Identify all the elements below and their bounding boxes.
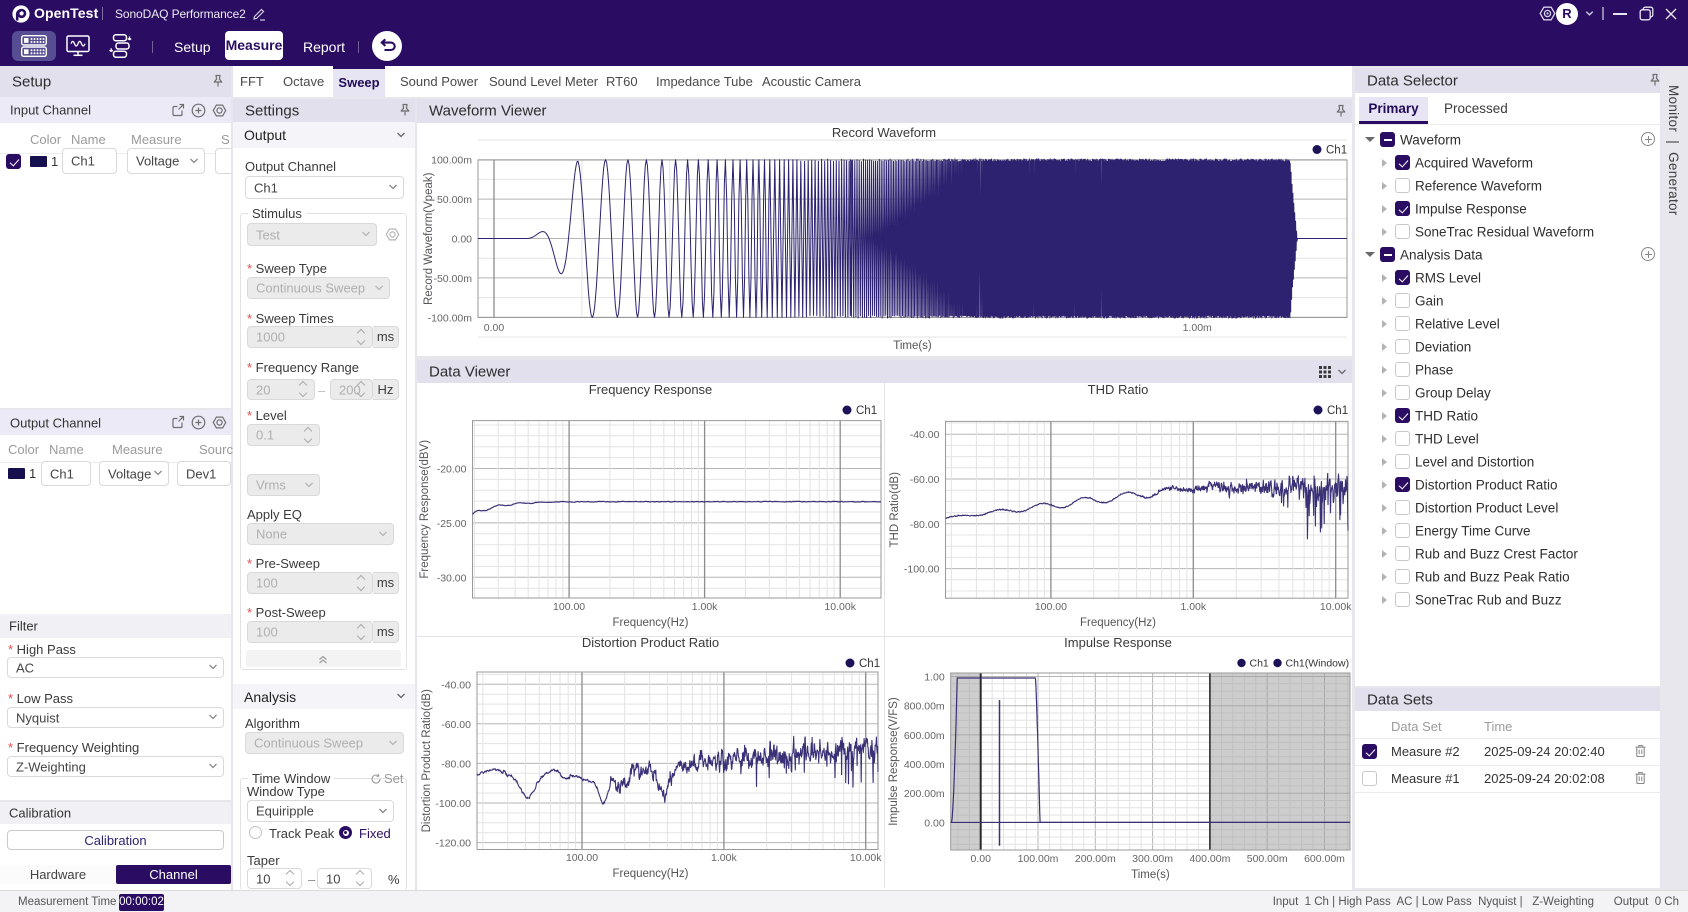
svg-text:-100.00m: -100.00m: [428, 312, 473, 324]
svg-text:Impulse Response: Impulse Response: [1064, 636, 1172, 650]
svg-text:0.00: 0.00: [484, 322, 505, 334]
svg-text:0.00: 0.00: [924, 817, 945, 829]
svg-text:-60.00: -60.00: [441, 719, 471, 731]
svg-text:-40.00: -40.00: [441, 679, 471, 691]
svg-text:10.00k: 10.00k: [824, 601, 856, 613]
svg-text:Frequency Response(dBV): Frequency Response(dBV): [419, 440, 431, 579]
svg-text:0.00: 0.00: [970, 853, 991, 865]
svg-text:1.00: 1.00: [924, 672, 945, 684]
svg-text:Ch1: Ch1: [856, 405, 877, 417]
svg-text:200.00m: 200.00m: [1075, 853, 1116, 865]
svg-text:Time(s): Time(s): [893, 340, 932, 352]
svg-text:50.00m: 50.00m: [437, 194, 472, 206]
svg-text:Ch1: Ch1: [1327, 405, 1348, 417]
svg-text:100.00m: 100.00m: [431, 155, 472, 167]
svg-text:-100.00: -100.00: [435, 798, 471, 810]
svg-text:400.00m: 400.00m: [1189, 853, 1230, 865]
svg-text:-100.00: -100.00: [904, 564, 940, 576]
svg-text:Distortion Product Ratio(dB): Distortion Product Ratio(dB): [421, 689, 433, 832]
svg-text:10.00k: 10.00k: [1320, 601, 1352, 613]
svg-text:Ch1: Ch1: [1250, 658, 1269, 670]
svg-text:Frequency(Hz): Frequency(Hz): [612, 868, 688, 880]
svg-text:100.00: 100.00: [553, 601, 585, 613]
svg-text:-80.00: -80.00: [910, 519, 940, 531]
svg-text:Frequency(Hz): Frequency(Hz): [1080, 617, 1156, 629]
svg-text:10.00k: 10.00k: [850, 852, 882, 864]
svg-text:500.00m: 500.00m: [1247, 853, 1288, 865]
svg-text:Record Waveform: Record Waveform: [832, 125, 936, 140]
svg-text:100.00: 100.00: [1035, 601, 1067, 613]
svg-text:-120.00: -120.00: [435, 838, 471, 850]
svg-text:-50.00m: -50.00m: [433, 273, 472, 285]
svg-text:-20.00: -20.00: [437, 464, 467, 476]
svg-text:1.00k: 1.00k: [1180, 601, 1206, 613]
svg-text:THD Ratio: THD Ratio: [1088, 383, 1149, 397]
svg-text:Time(s): Time(s): [1131, 869, 1170, 881]
svg-text:-25.00: -25.00: [437, 518, 467, 530]
svg-text:0.00: 0.00: [452, 234, 473, 246]
svg-text:800.00m: 800.00m: [904, 701, 945, 713]
svg-text:600.00m: 600.00m: [904, 730, 945, 742]
svg-text:Impulse Response(V/FS): Impulse Response(V/FS): [888, 697, 900, 826]
svg-text:Ch1: Ch1: [859, 658, 880, 670]
svg-text:Frequency Response: Frequency Response: [589, 383, 713, 397]
svg-text:-80.00: -80.00: [441, 758, 471, 770]
svg-text:Ch1: Ch1: [1326, 145, 1347, 157]
svg-text:100.00: 100.00: [566, 852, 598, 864]
svg-text:1.00m: 1.00m: [1183, 322, 1212, 334]
svg-text:Ch1(Window): Ch1(Window): [1286, 658, 1350, 670]
svg-text:400.00m: 400.00m: [904, 759, 945, 771]
svg-text:600.00m: 600.00m: [1304, 853, 1345, 865]
svg-text:300.00m: 300.00m: [1132, 853, 1173, 865]
svg-text:100.00m: 100.00m: [1018, 853, 1059, 865]
svg-text:200.00m: 200.00m: [904, 788, 945, 800]
svg-text:-40.00: -40.00: [910, 429, 940, 441]
svg-text:Record Waveform(Vpeak): Record Waveform(Vpeak): [423, 172, 435, 305]
svg-text:1.00k: 1.00k: [711, 852, 737, 864]
svg-text:-60.00: -60.00: [910, 474, 940, 486]
svg-text:Frequency(Hz): Frequency(Hz): [612, 617, 688, 629]
svg-text:1.00k: 1.00k: [692, 601, 718, 613]
svg-text:-30.00: -30.00: [437, 572, 467, 584]
svg-text:THD Ratio(dB): THD Ratio(dB): [889, 472, 901, 548]
svg-text:Distortion Product Ratio: Distortion Product Ratio: [582, 636, 719, 650]
